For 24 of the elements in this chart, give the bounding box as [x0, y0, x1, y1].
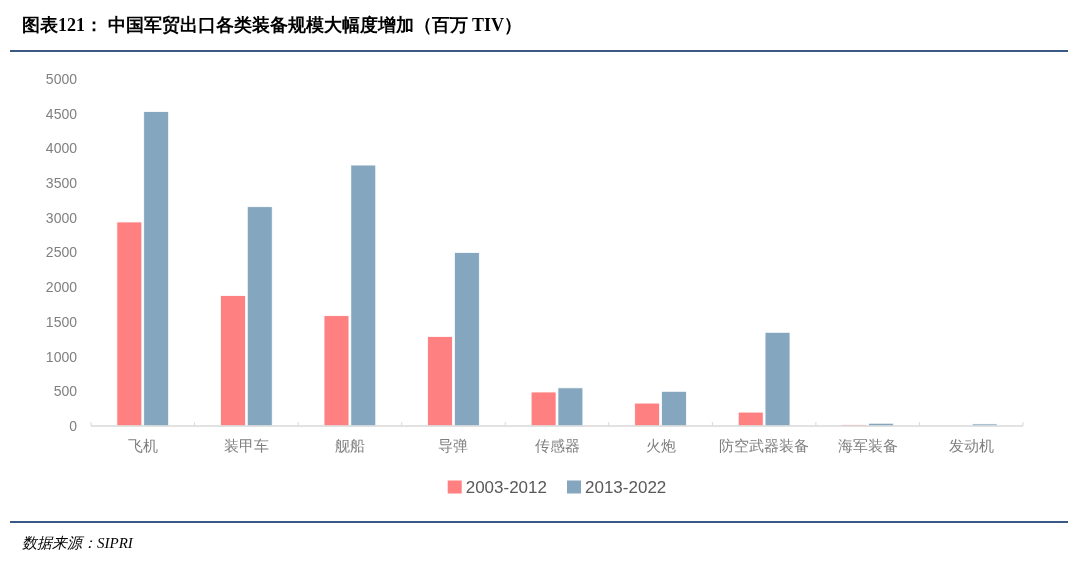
x-tick-label: 装甲车: [223, 437, 269, 455]
y-tick-label: 1500: [45, 313, 78, 330]
x-tick-label: 飞机: [127, 437, 158, 455]
x-tick-label: 传感器: [534, 437, 580, 455]
y-tick-label: 0: [69, 417, 78, 434]
y-tick-label: 2000: [45, 279, 78, 296]
y-tick-label: 4000: [45, 140, 78, 157]
y-tick-label: 3500: [45, 175, 78, 191]
legend-label: 2003-2012: [465, 477, 548, 497]
y-tick-label: 500: [53, 383, 78, 400]
y-tick-label: 3000: [45, 209, 78, 226]
y-tick-label: 1000: [45, 348, 78, 365]
y-tick-label: 5000: [45, 70, 78, 87]
x-tick-label: 防空武器装备: [719, 437, 810, 455]
y-tick-label: 4500: [45, 105, 78, 122]
x-tick-label: 火炮: [645, 437, 676, 455]
x-tick-label: 导弹: [438, 437, 469, 455]
x-tick-label: 海军装备: [837, 437, 898, 455]
x-tick-label: 发动机: [948, 437, 994, 455]
x-tick-label: 舰船: [334, 437, 365, 455]
chart-title: 图表121： 中国军贸出口各类装备规模大幅度增加（百万 TIV）: [22, 15, 523, 35]
y-tick-label: 2500: [45, 244, 78, 261]
source-note: 数据来源：SIPRI: [22, 535, 134, 551]
legend-label: 2013-2022: [585, 477, 667, 497]
